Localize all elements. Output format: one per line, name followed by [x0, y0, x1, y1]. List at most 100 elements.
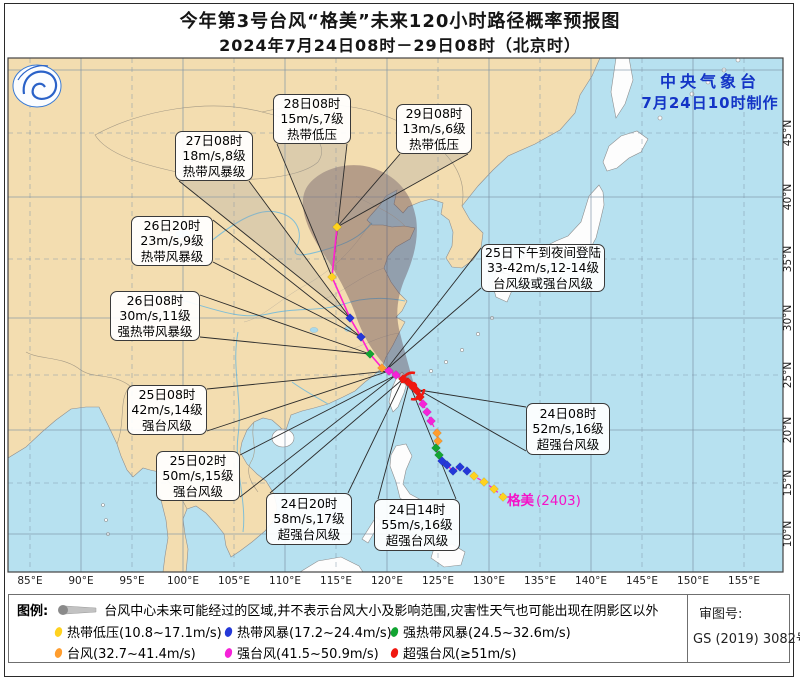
legend-item: 强台风(41.5~50.9m/s): [223, 643, 379, 662]
leader-line: [212, 261, 362, 338]
legend-item-label: 超强台风(≥51m/s): [403, 647, 517, 662]
callout-text-line: 33-42m/s,12-14级: [486, 260, 600, 276]
lon-tick-label: 130°E: [473, 575, 505, 587]
legend-row-cone: 图例: 台风中心未来可能经过的区域,并不表示台风大小及影响范围,灾害性天气也可能…: [17, 600, 658, 619]
legend-item-label: 强台风(41.5~50.9m/s): [237, 647, 379, 662]
track-point: [433, 436, 443, 446]
typhoon-current-position-icon: [400, 371, 426, 401]
graticule: [8, 58, 783, 572]
legend-marker-icon: [389, 646, 400, 659]
callout-text-line: 热带风暴级: [140, 248, 204, 264]
leader-line: [418, 389, 527, 408]
callout-text-line: 26日20时: [143, 217, 201, 233]
callout-box: 25日02时 50m/s,15级 强台风级: [156, 451, 240, 501]
callout-box: 27日08时 18m/s,8级 热带风暴级: [175, 131, 253, 181]
leader-line: [418, 389, 527, 452]
legend-item: 热带风暴(17.2~24.4m/s): [223, 622, 392, 641]
leader-line: [178, 180, 351, 319]
callout-text-line: 24日14时: [388, 501, 446, 517]
leader-line: [276, 143, 333, 278]
lat-tick-label: 25°N: [782, 361, 794, 389]
lon-tick-label: 120°E: [371, 575, 403, 587]
legend-item: 热带低压(10.8~17.1m/s): [53, 622, 222, 641]
callout-box: 26日08时 30m/s,11级 强热带风暴级: [110, 291, 200, 341]
track-point: [489, 484, 499, 494]
track-point: [434, 450, 444, 460]
callout-box: 26日20时 23m/s,9级 热带风暴级: [131, 216, 213, 266]
callout-text-line: 25日下午到夜间登陆: [485, 244, 601, 260]
cone-legend-text: 台风中心未来可能经过的区域,并不表示台风大小及影响范围,灾害性天气也可能出现在阴…: [104, 604, 659, 619]
cma-logo: [12, 64, 62, 108]
callout-text-line: 台风级或强台风级: [492, 275, 593, 291]
legend-marker-icon: [389, 625, 400, 638]
leader-line: [239, 374, 397, 456]
leader-line: [212, 219, 362, 338]
callout-text-line: 42m/s,14级: [131, 402, 203, 418]
lon-tick-label: 135°E: [524, 575, 556, 587]
lon-tick-label: 155°E: [728, 575, 760, 587]
track-point: [448, 466, 458, 476]
callout-text-line: 55m/s,16级: [381, 517, 453, 533]
callout-text-line: 50m/s,15级: [162, 468, 234, 484]
lon-tick-label: 140°E: [575, 575, 607, 587]
rivers: [181, 210, 406, 533]
callout-text-line: 52m/s,16级: [532, 421, 604, 437]
legend-item-label: 热带低压(10.8~17.1m/s): [67, 626, 222, 641]
track-point: [391, 370, 401, 380]
track-point: [377, 363, 387, 373]
callout-text-line: 超强台风级: [277, 526, 341, 542]
map-border: [7, 57, 784, 573]
issuer-name: 中央气象台: [659, 72, 760, 91]
legend-divider: [687, 595, 688, 662]
typhoon-icon: [400, 371, 426, 401]
callout-text-line: 25日08时: [138, 386, 196, 402]
lon-tick-label: 100°E: [167, 575, 199, 587]
lon-tick-label: 90°E: [68, 575, 94, 587]
issuer-info: 中央气象台 7月24日10时制作: [620, 68, 800, 113]
leader-line: [199, 336, 371, 355]
legend-marker-icon: [223, 646, 234, 659]
leader-line: [239, 374, 397, 498]
callout-text-line: 58m/s,17级: [273, 511, 345, 527]
leader-line: [269, 378, 404, 494]
lat-tick-label: 35°N: [782, 245, 794, 273]
track-point: [332, 222, 342, 232]
track-point: [345, 313, 355, 323]
forecast-probability-cone: [302, 165, 417, 392]
map-title: 今年第3号台风“格美”未来120小时路径概率预报图: [179, 11, 621, 32]
lat-tick-label: 30°N: [782, 304, 794, 332]
track-point: [356, 332, 366, 342]
issue-time: 7月24日10时制作: [641, 94, 779, 112]
legend-item: 台风(32.7~41.4m/s): [53, 643, 196, 662]
lat-tick-label: 15°N: [782, 469, 794, 497]
track-point: [431, 443, 441, 453]
map-subtitle: 2024年7月24日08时－29日08时（北京时）: [219, 36, 581, 55]
leader-line: [199, 294, 371, 355]
lon-tick-label: 105°E: [218, 575, 250, 587]
legend-item-label: 台风(32.7~41.4m/s): [67, 647, 196, 662]
callout-text-line: 23m/s,9级: [140, 233, 204, 249]
license-number: GS (2019) 3082号: [693, 632, 800, 647]
leader-line: [248, 180, 351, 319]
lat-tick-label: 20°N: [782, 416, 794, 444]
legend-item: 超强台风(≥51m/s): [389, 643, 517, 662]
legend-marker-icon: [53, 625, 64, 638]
track-point: [469, 471, 479, 481]
leader-line: [347, 378, 404, 494]
landmass-asia: [8, 58, 601, 572]
callout-box: 24日14时 55m/s,16级 超强台风级: [374, 499, 460, 551]
lon-tick-label: 150°E: [677, 575, 709, 587]
track-point: [455, 462, 465, 472]
track-point: [365, 349, 375, 359]
callout-text-line: 26日08时: [126, 292, 184, 308]
storm-name: 格美: [507, 493, 534, 509]
track-point: [432, 428, 442, 438]
lon-tick-label: 125°E: [422, 575, 454, 587]
callout-box: 28日08时 15m/s,7级 热带低压: [273, 94, 351, 144]
callout-box: 24日20时 58m/s,17级 超强台风级: [266, 493, 352, 545]
legend-item-label: 强热带风暴(24.5~32.6m/s): [403, 626, 571, 641]
leader-line: [385, 287, 482, 371]
callout-text-line: 超强台风级: [536, 436, 600, 452]
